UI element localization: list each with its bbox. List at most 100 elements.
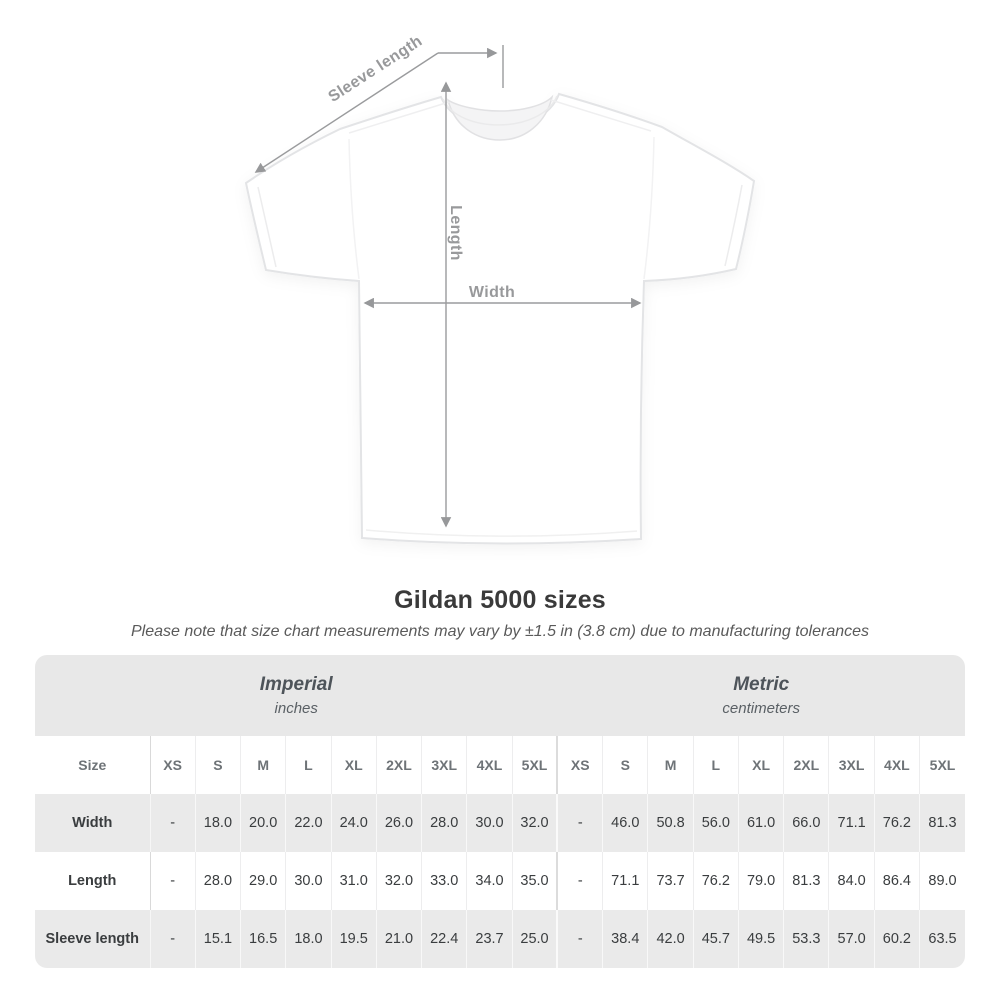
- value-cell: -: [149, 794, 196, 852]
- size-header-cell: XL: [737, 736, 784, 794]
- value-cell: 66.0: [783, 794, 829, 852]
- value-cell: 35.0: [511, 852, 558, 910]
- value-cell: 18.0: [194, 794, 241, 852]
- size-header-cell: S: [194, 736, 241, 794]
- size-header-cell: M: [647, 736, 694, 794]
- value-cell: 73.7: [647, 852, 694, 910]
- size-header-cell: XS: [149, 736, 196, 794]
- value-cell: 42.0: [647, 910, 694, 968]
- value-cell: 76.2: [692, 852, 739, 910]
- value-cell: 76.2: [873, 794, 920, 852]
- shoulder-seam-left: [348, 101, 450, 134]
- length-label: Length: [447, 205, 464, 261]
- cuff-seam-left: [257, 186, 277, 268]
- imperial-label: Imperial: [259, 674, 333, 695]
- sleeve-length-row: Sleeve length - 15.1 16.5 18.0 19.5 21.0…: [35, 910, 965, 968]
- value-cell: 31.0: [330, 852, 377, 910]
- size-header-cell: 5XL: [919, 736, 965, 794]
- value-cell: 30.0: [285, 852, 332, 910]
- tolerance-note: Please note that size chart measurements…: [130, 623, 870, 640]
- metric-unit-label: centimeters: [722, 700, 800, 717]
- cuff-seam-right: [724, 184, 743, 267]
- imperial-header: Imperial inches: [35, 655, 558, 736]
- tshirt-measurement-figure: Sleeve length Length Width: [244, 33, 756, 545]
- size-header-cell: M: [240, 736, 286, 794]
- value-cell: 81.3: [919, 794, 965, 852]
- size-header-cell: L: [692, 736, 739, 794]
- value-cell: 84.0: [828, 852, 875, 910]
- tshirt-outline: [244, 92, 756, 545]
- row-label: Width: [35, 794, 150, 852]
- value-cell: 71.1: [828, 794, 875, 852]
- value-cell: -: [556, 794, 603, 852]
- value-cell: 71.1: [602, 852, 648, 910]
- tshirt-illustration: [244, 92, 756, 545]
- size-header-row: Size XS S M L XL 2XL 3XL 4XL 5XL XS S M …: [35, 736, 965, 794]
- size-header-cell: 5XL: [511, 736, 558, 794]
- value-cell: 53.3: [783, 910, 829, 968]
- value-cell: 38.4: [602, 910, 648, 968]
- value-cell: 15.1: [194, 910, 241, 968]
- value-cell: 46.0: [602, 794, 648, 852]
- row-label: Sleeve length: [35, 910, 150, 968]
- metric-header: Metric centimeters: [557, 655, 965, 736]
- size-chart-table-container: Imperial inches Metric centimeters Size …: [35, 655, 965, 968]
- hem-seam: [365, 529, 638, 537]
- value-cell: 21.0: [375, 910, 422, 968]
- value-cell: -: [149, 852, 196, 910]
- value-cell: 63.5: [919, 910, 965, 968]
- value-cell: 20.0: [240, 794, 286, 852]
- collar-opening: [446, 94, 554, 141]
- value-cell: 22.0: [285, 794, 332, 852]
- size-column-header: Size: [35, 736, 150, 794]
- value-cell: 28.0: [421, 794, 467, 852]
- value-cell: 86.4: [873, 852, 920, 910]
- tshirt-figure-svg: Sleeve length Length Width: [244, 33, 756, 545]
- size-header-cell: 4XL: [466, 736, 513, 794]
- value-cell: -: [556, 910, 603, 968]
- shoulder-seam-right: [550, 99, 652, 132]
- value-cell: 61.0: [737, 794, 784, 852]
- length-row: Length - 28.0 29.0 30.0 31.0 32.0 33.0 3…: [35, 852, 965, 910]
- value-cell: 50.8: [647, 794, 694, 852]
- value-cell: 19.5: [330, 910, 377, 968]
- imperial-unit-label: inches: [274, 700, 318, 717]
- size-chart-table: Imperial inches Metric centimeters Size …: [35, 655, 965, 968]
- value-cell: 89.0: [919, 852, 965, 910]
- measurement-arrows: [254, 45, 642, 528]
- value-cell: 23.7: [466, 910, 513, 968]
- width-row: Width - 18.0 20.0 22.0 24.0 26.0 28.0 30…: [35, 794, 965, 852]
- value-cell: 81.3: [783, 852, 829, 910]
- size-header-cell: 2XL: [783, 736, 829, 794]
- value-cell: 60.2: [873, 910, 920, 968]
- size-header-cell: XL: [330, 736, 377, 794]
- metric-label: Metric: [733, 674, 790, 695]
- value-cell: 26.0: [375, 794, 422, 852]
- sleeve-body-seam-right: [643, 136, 655, 280]
- row-label: Length: [35, 852, 150, 910]
- value-cell: 16.5: [240, 910, 286, 968]
- sleeve-arrow-diagonal: [254, 52, 439, 173]
- size-header-cell: 4XL: [873, 736, 920, 794]
- size-header-cell: 3XL: [421, 736, 467, 794]
- value-cell: 32.0: [375, 852, 422, 910]
- width-label: Width: [469, 284, 515, 301]
- sleeve-length-label: Sleeve length: [325, 33, 425, 106]
- value-cell: -: [149, 910, 196, 968]
- value-cell: 18.0: [285, 910, 332, 968]
- value-cell: 56.0: [692, 794, 739, 852]
- size-header-cell: XS: [556, 736, 603, 794]
- value-cell: 28.0: [194, 852, 241, 910]
- value-cell: 30.0: [466, 794, 513, 852]
- size-header-cell: 2XL: [375, 736, 422, 794]
- value-cell: 32.0: [511, 794, 558, 852]
- value-cell: 49.5: [737, 910, 784, 968]
- value-cell: 79.0: [737, 852, 784, 910]
- value-cell: 45.7: [692, 910, 739, 968]
- value-cell: -: [556, 852, 603, 910]
- value-cell: 34.0: [466, 852, 513, 910]
- unit-system-header-row: Imperial inches Metric centimeters: [35, 655, 965, 736]
- value-cell: 57.0: [828, 910, 875, 968]
- size-header-cell: L: [285, 736, 332, 794]
